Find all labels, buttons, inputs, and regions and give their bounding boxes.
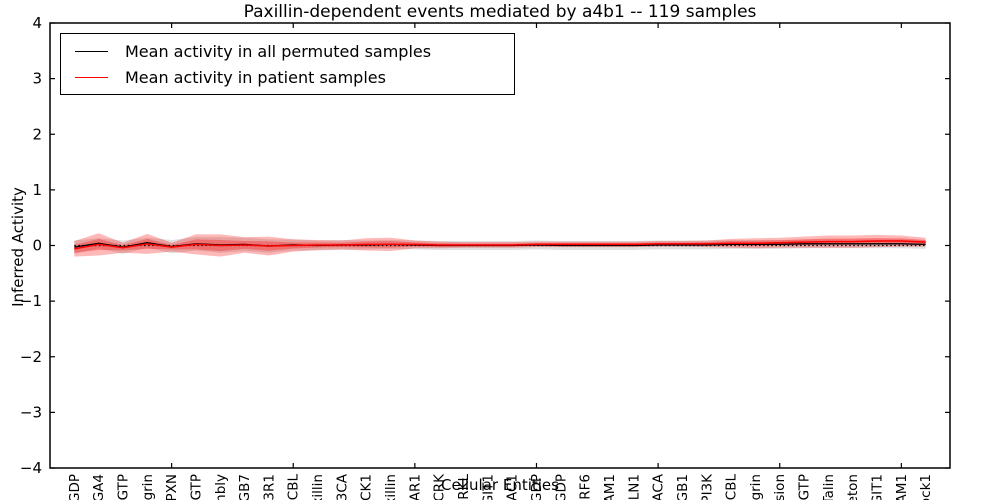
y-tick-label: 1 [32, 181, 42, 199]
entity-label: PRKACA [651, 473, 667, 500]
entity-label: ARF6/GTP [797, 474, 813, 500]
entity-label: PIK3CA [334, 473, 350, 500]
legend-label-patient: Mean activity in patient samples [125, 67, 386, 87]
legend-label-permuted: Mean activity in all permuted samples [125, 41, 432, 61]
entity-label: CBL [286, 474, 302, 500]
entity-label: cell adhesion [772, 474, 788, 500]
entity-label: CRK [432, 473, 448, 500]
entity-label: RAC1 [505, 474, 521, 500]
y-tick-label: 4 [32, 14, 42, 32]
entity-label: alpha4/beta1 Integrin/Paxillin/GIT1 [870, 474, 886, 500]
entity-label: ITGB1 [675, 474, 691, 500]
entity-label: alpha4/beta1 Integrin/Paxillin/Talin/Act… [845, 474, 861, 500]
entity-label: Rac1/GTP [188, 474, 204, 500]
patient-mean-line [74, 240, 926, 250]
y-tick-label: −2 [20, 348, 42, 366]
entity-label: alpha4/beta1 Integrin/Paxillin/Talin [821, 474, 837, 500]
entity-label: ITGB7 [237, 474, 253, 500]
y-axis-label: Inferred Activity [9, 187, 27, 307]
entity-label: ARF6/GDP [553, 474, 569, 500]
entity-label: alpha4/beta7 Integrin [140, 474, 156, 500]
legend-item-permuted: Mean activity in all permuted samples [75, 39, 514, 63]
entity-label: alpha4/beta1 Integrin/Paxillin/VCAM1 [894, 474, 910, 500]
entity-label: CRKL [456, 474, 472, 500]
legend: Mean activity in all permuted samples Me… [60, 33, 515, 95]
y-tick-label: −3 [20, 403, 42, 421]
permuted-line-swatch [75, 50, 108, 52]
legend-item-patient: Mean activity in patient samples [75, 65, 514, 89]
y-tick-label: 2 [32, 125, 42, 143]
entity-label: lamellipodium assembly [213, 474, 229, 500]
entity-label: ITGA4 [91, 474, 107, 500]
entity-label: CRKL/CBL [724, 474, 740, 500]
entity-label: alpha4/beta1 Integrin [748, 474, 764, 500]
entity-label: alpha4/beta7 Integrin/Paxillin [310, 474, 326, 500]
entity-label: mol:GDP [67, 474, 83, 500]
x-axis-label: Cellular Entities [441, 476, 559, 494]
y-tick-label: 3 [32, 70, 42, 88]
chart-title: Paxillin-dependent events mediated by a4… [243, 2, 757, 22]
entity-label: VCAM1 [602, 474, 618, 500]
entity-label: BCAR1 [407, 474, 423, 500]
entity-label: p130Cas/Crk/Dock1 [918, 474, 934, 500]
entity-label: PXN [164, 474, 180, 500]
entity-label: ARF6 [578, 474, 594, 500]
y-tick-label: −1 [20, 292, 42, 310]
entity-label: mol:GTP [115, 474, 131, 500]
entity-label: Rac1/GDP [529, 474, 545, 500]
y-tick-label: −4 [20, 459, 42, 477]
entity-label: PIK3R1 [261, 474, 277, 500]
entity-label: TLN1 [626, 474, 642, 500]
entity-label: GIT1 [480, 474, 496, 500]
entity-label: alpha4/beta1 Integrin/Paxillin [383, 474, 399, 500]
patient-line-swatch [75, 76, 108, 78]
entity-label: DOCK1 [359, 474, 375, 500]
y-tick-label: 0 [32, 237, 42, 255]
entity-label: PI3K [699, 473, 715, 500]
